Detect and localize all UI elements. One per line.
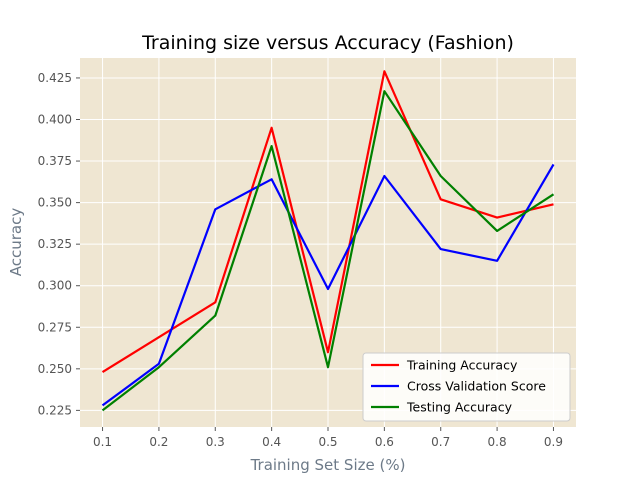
legend-entry-label: Testing Accuracy — [406, 400, 513, 415]
y-tick-label: 0.225 — [38, 403, 72, 417]
legend-box — [362, 352, 571, 422]
chart-title: Training size versus Accuracy (Fashion) — [141, 32, 514, 54]
legend-entry-label: Training Accuracy — [406, 358, 518, 373]
y-tick-label: 0.425 — [38, 71, 72, 85]
y-tick-label: 0.400 — [38, 113, 72, 127]
y-tick-label: 0.275 — [38, 320, 72, 334]
x-tick-label: 0.7 — [431, 435, 450, 449]
y-axis-label: Accuracy — [7, 208, 25, 277]
y-tick-label: 0.350 — [38, 196, 72, 210]
y-tick-label: 0.300 — [38, 279, 72, 293]
legend-entry-label: Cross Validation Score — [407, 379, 546, 394]
x-tick-label: 0.6 — [375, 435, 394, 449]
x-tick-label: 0.4 — [262, 435, 281, 449]
x-tick-label: 0.8 — [488, 435, 507, 449]
x-axis-label: Training Set Size (%) — [250, 456, 406, 474]
x-tick-label: 0.2 — [149, 435, 168, 449]
x-tick-label: 0.1 — [93, 435, 112, 449]
x-tick-label: 0.9 — [544, 435, 563, 449]
axis-ticks: 0.1 0.2 0.3 0.4 0.5 0.6 0.7 0.8 0.9 0.225 0.250 0.2… — [38, 71, 563, 449]
series-lines — [101, 70, 555, 412]
series-line-cross-validation-score — [101, 163, 555, 407]
x-tick-label: 0.3 — [206, 435, 225, 449]
y-tick-label: 0.250 — [38, 362, 72, 376]
y-tick-label: 0.375 — [38, 154, 72, 168]
y-tick-label: 0.325 — [38, 237, 72, 251]
legend: Training Accuracy Cross Validation Score T… — [362, 352, 571, 422]
series-line-testing-accuracy — [101, 90, 555, 412]
x-tick-label: 0.5 — [318, 435, 337, 449]
